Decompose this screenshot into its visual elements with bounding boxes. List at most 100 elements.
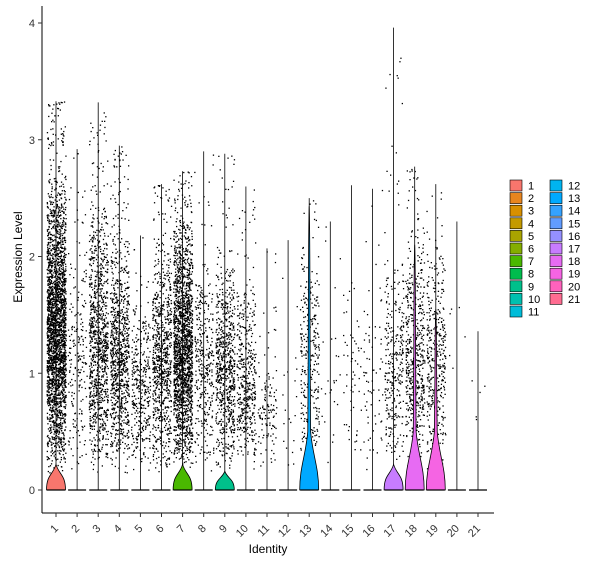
legend-key-9: [509, 280, 523, 293]
legend-label-3: 3: [528, 206, 534, 218]
legend-key-6: [509, 242, 523, 255]
x-tick-label-11: 11: [256, 523, 273, 540]
x-tick-label-19: 19: [424, 523, 441, 540]
legend-label-9: 9: [528, 281, 534, 293]
legend-label-6: 6: [528, 244, 534, 256]
x-tick-label-6: 6: [154, 523, 167, 536]
legend-label-17: 17: [568, 244, 580, 256]
points-cluster-8: [194, 154, 215, 472]
x-tick-label-8: 8: [196, 523, 209, 536]
x-tick-label-14: 14: [318, 523, 335, 540]
points-cluster-15: [343, 282, 362, 451]
y-tick-label-4: 4: [29, 18, 35, 30]
points-cluster-21: [471, 380, 486, 421]
x-tick-label-3: 3: [91, 523, 104, 536]
y-tick-label-0: 0: [29, 485, 35, 497]
x-tick-label-10: 10: [234, 523, 251, 540]
x-tick-label-21: 21: [466, 523, 483, 540]
legend-label-10: 10: [528, 294, 540, 306]
points-cluster-3: [88, 112, 109, 473]
legend-key-3: [509, 204, 523, 217]
legend-key-1: [509, 179, 523, 192]
legend-label-21: 21: [568, 294, 580, 306]
x-tick-label-18: 18: [403, 523, 420, 540]
legend-label-20: 20: [568, 281, 580, 293]
points-cluster-7: [173, 171, 194, 468]
points-cluster-12: [282, 277, 298, 466]
points-cluster-9: [215, 155, 236, 469]
points-cluster-17: [384, 57, 405, 460]
violin-17: [383, 462, 404, 491]
legend-label-5: 5: [528, 231, 534, 243]
legend-label-8: 8: [528, 269, 534, 281]
legend-label-1: 1: [528, 181, 534, 193]
legend-key-21: [549, 293, 563, 305]
violin-13: [299, 206, 320, 491]
points-cluster-6: [152, 185, 173, 473]
jitter-points-layer: [46, 57, 486, 474]
violin-1: [46, 462, 66, 491]
legend-key-19: [549, 267, 563, 280]
legend-key-5: [509, 230, 523, 242]
legend-key-15: [549, 217, 563, 230]
x-tick-label-17: 17: [382, 523, 399, 540]
legend-key-4: [509, 217, 523, 230]
x-tick-label-4: 4: [112, 523, 125, 536]
x-tick-label-9: 9: [217, 523, 230, 536]
points-cluster-10: [236, 189, 257, 470]
legend-key-11: [509, 305, 523, 318]
legend-label-4: 4: [528, 218, 534, 230]
points-cluster-2: [67, 153, 88, 470]
legend-key-2: [509, 192, 523, 204]
points-cluster-5: [130, 237, 152, 471]
legend-key-13: [549, 192, 563, 204]
legend-key-7: [509, 255, 523, 267]
violin-19: [425, 309, 446, 491]
points-cluster-16: [363, 189, 384, 471]
legend-label-11: 11: [528, 307, 539, 319]
x-tick-label-15: 15: [339, 523, 356, 540]
legend-label-16: 16: [568, 231, 580, 243]
violin-7: [172, 462, 193, 491]
legend-label-14: 14: [568, 206, 580, 218]
y-axis-title: Expression Level: [11, 211, 25, 302]
legend-label-15: 15: [568, 218, 580, 230]
y-tick-label-1: 1: [29, 368, 35, 380]
x-tick-label-5: 5: [133, 523, 146, 536]
x-tick-label-20: 20: [445, 523, 462, 540]
legend-key-16: [549, 230, 563, 242]
legend-label-7: 7: [528, 256, 534, 268]
legend-key-10: [509, 293, 523, 305]
legend-key-18: [549, 255, 563, 267]
points-cluster-19: [426, 192, 447, 470]
legend-label-18: 18: [568, 256, 580, 268]
legend-key-17: [549, 242, 563, 255]
x-tick-label-2: 2: [69, 523, 82, 536]
legend-label-12: 12: [568, 181, 580, 193]
legend-key-14: [549, 204, 563, 217]
x-tick-label-13: 13: [297, 523, 314, 540]
points-cluster-20: [449, 306, 466, 369]
x-tick-label-7: 7: [175, 523, 188, 536]
x-tick-label-16: 16: [360, 523, 377, 540]
violin-9: [214, 470, 235, 491]
y-tick-label-2: 2: [29, 252, 35, 264]
points-cluster-11: [257, 251, 278, 467]
legend-key-8: [509, 267, 523, 280]
legend-key-20: [549, 280, 563, 293]
points-cluster-18: [405, 168, 426, 473]
legend-label-13: 13: [568, 193, 580, 205]
legend-label-19: 19: [568, 269, 580, 281]
points-cluster-1: [46, 101, 67, 474]
legend-key-12: [549, 179, 563, 192]
legend-label-2: 2: [528, 193, 534, 205]
points-cluster-4: [109, 146, 131, 474]
x-axis-title: Identity: [249, 542, 288, 556]
x-tick-label-1: 1: [48, 523, 61, 536]
x-tick-label-12: 12: [276, 523, 293, 540]
violin-18: [404, 244, 425, 491]
y-tick-label-3: 3: [29, 135, 35, 147]
violins-layer: [46, 27, 487, 491]
